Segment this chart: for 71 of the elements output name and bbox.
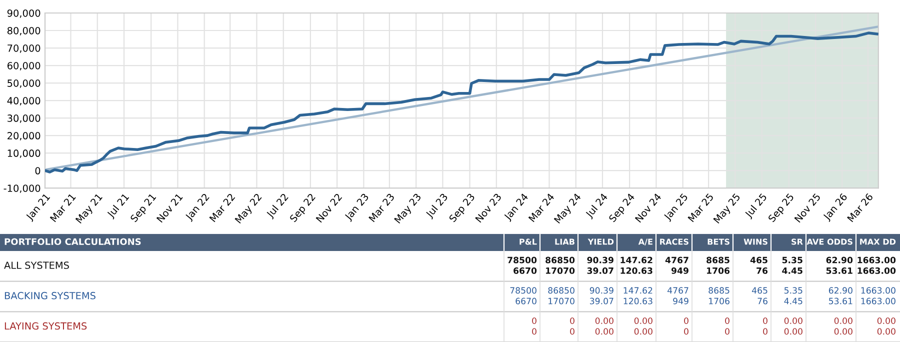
text: 8685 1706 <box>708 287 730 304</box>
y-tick-label: 20,000 <box>8 132 40 140</box>
text: 4767 949 <box>668 287 688 304</box>
x-tick-label: Mar 23 <box>368 192 395 222</box>
x-tick-label: Jul 21 <box>106 192 131 220</box>
text: 0.00 0.00 <box>634 317 652 335</box>
text: 0.00 0.00 <box>877 317 896 335</box>
category-label: P&L <box>520 238 537 245</box>
y-tick-label: 90,000 <box>7 9 40 18</box>
x-tick-label: Mar 21 <box>50 193 76 222</box>
category-label: A/E <box>638 238 652 246</box>
text: 0.00 0.00 <box>834 317 852 335</box>
text: 62.90 53.61 <box>826 256 853 274</box>
text: 5.35 4.45 <box>784 287 802 304</box>
text: 78500 6670 <box>510 287 536 304</box>
category-label: LIAB <box>555 238 574 245</box>
text: 465 76 <box>752 287 768 304</box>
text: 86850 17070 <box>546 256 575 274</box>
text: 0 0 <box>570 317 574 335</box>
text: 8685 1706 <box>706 256 730 274</box>
text: 0 0 <box>725 317 730 335</box>
y-tick-label: -10,000 <box>4 184 40 193</box>
y-tick-label: 40,000 <box>7 97 40 106</box>
category-label: RACES <box>660 238 688 245</box>
y-tick-label: 60,000 <box>7 62 40 70</box>
x-tick-label: Mar 22 <box>209 193 236 222</box>
text: 1663.00 1663.00 <box>861 287 896 304</box>
text: PORTFOLIO CALCULATIONS <box>4 238 141 246</box>
category-label: YIELD <box>588 238 614 245</box>
y-tick-label: 0 <box>35 167 40 174</box>
text: 0.00 0.00 <box>784 317 802 335</box>
category-label: SR <box>792 238 803 245</box>
category-label: ALL SYSTEMS <box>4 262 69 269</box>
text: 4767 949 <box>665 256 688 274</box>
category-label: MAX DD <box>860 238 896 245</box>
text: 5.35 4.45 <box>782 256 802 274</box>
y-tick-label: 30,000 <box>8 114 40 123</box>
y-tick-label: 80,000 <box>7 26 40 36</box>
text: 0 0 <box>532 317 536 335</box>
text: 0 0 <box>684 317 688 335</box>
text: 1663.00 1663.00 <box>858 256 896 274</box>
y-tick-label: 50,000 <box>8 80 40 88</box>
text: 90.39 39.07 <box>587 256 614 274</box>
text: 62.90 53.61 <box>828 287 852 304</box>
x-tick-label: Sep 24 <box>608 192 636 224</box>
x-tick-label: Sep 22 <box>289 193 318 224</box>
x-tick-label: Jul 22 <box>266 193 290 220</box>
x-tick-label: Sep 21 <box>130 193 158 224</box>
x-tick-label: Jul 24 <box>584 192 610 220</box>
x-tick-label: Jul 25 <box>744 192 768 220</box>
text: 78500 6670 <box>508 256 537 274</box>
x-tick-label: Mar 25 <box>688 193 714 222</box>
y-tick-label: 10,000 <box>8 150 40 158</box>
text: 147.62 120.63 <box>620 256 652 274</box>
category-label: WINS <box>744 238 768 245</box>
text: 147.62 120.63 <box>624 287 652 304</box>
x-tick-label: Jan 24 <box>503 192 530 222</box>
category-label: BACKING SYSTEMS <box>4 292 96 300</box>
x-tick-label: Jul 23 <box>424 192 450 220</box>
x-tick-label: Mar 26 <box>846 192 874 222</box>
y-tick-label: 70,000 <box>8 44 40 53</box>
text: 0 0 <box>763 317 768 335</box>
category-label: BETS <box>708 238 730 245</box>
category-label: LAYING SYSTEMS <box>4 322 87 330</box>
text: 0.00 0.00 <box>595 317 614 335</box>
category-label: AVE ODDS <box>806 238 852 245</box>
text: 86850 17070 <box>548 287 574 304</box>
x-tick-label: Sep 23 <box>448 192 476 224</box>
text: 90.39 39.07 <box>590 287 614 304</box>
x-tick-label: Mar 24 <box>528 192 555 222</box>
text: 465 76 <box>750 256 768 274</box>
